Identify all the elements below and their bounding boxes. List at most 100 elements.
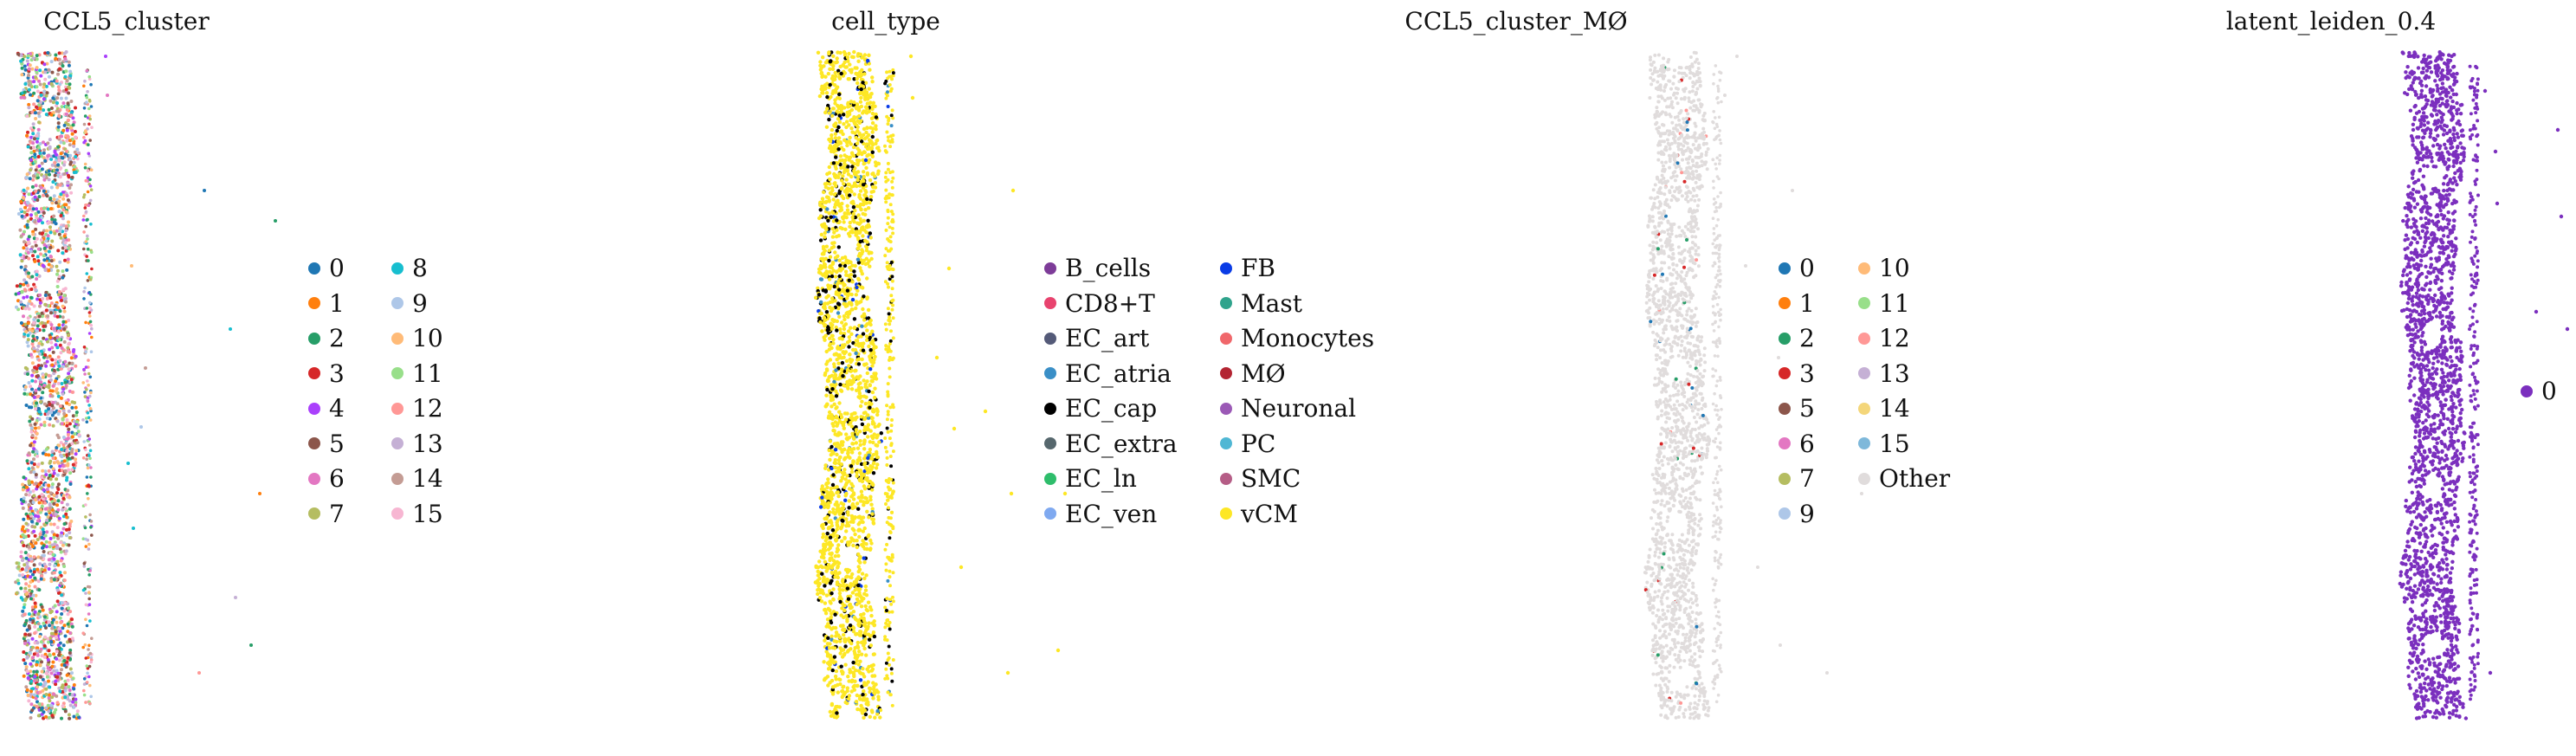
data-point: [53, 710, 56, 714]
data-point: [71, 123, 75, 127]
data-point: [69, 100, 74, 103]
data-point: [74, 413, 79, 417]
data-point: [837, 75, 842, 80]
data-point: [47, 483, 51, 488]
data-point: [813, 295, 818, 300]
data-point: [38, 635, 42, 638]
data-point: [61, 251, 65, 255]
data-point: [87, 74, 92, 79]
data-point: [61, 507, 65, 512]
data-point: [852, 672, 856, 676]
data-point: [68, 495, 72, 500]
data-point: [824, 593, 830, 598]
data-point: [47, 567, 51, 571]
data-point: [62, 578, 67, 583]
data-point: [830, 634, 834, 638]
data-point: [42, 488, 46, 492]
data-point: [55, 610, 59, 614]
data-point: [868, 264, 872, 268]
data-point: [87, 152, 91, 156]
data-point: [274, 219, 277, 223]
data-point: [39, 185, 43, 190]
data-point: [843, 138, 847, 142]
data-point: [85, 69, 89, 73]
data-point: [27, 467, 31, 471]
data-point: [21, 525, 25, 529]
data-point: [66, 488, 70, 493]
data-point: [85, 255, 88, 258]
data-point: [41, 527, 45, 532]
data-point: [42, 655, 47, 659]
data-point: [852, 326, 857, 330]
data-point: [25, 133, 29, 138]
data-point: [27, 235, 31, 239]
data-point: [66, 123, 70, 126]
data-point: [28, 588, 32, 592]
data-point: [21, 482, 25, 487]
data-point: [868, 447, 873, 452]
data-point: [62, 163, 67, 167]
data-point: [20, 540, 24, 545]
data-point: [866, 435, 870, 439]
data-point: [848, 135, 852, 140]
data-point: [835, 60, 839, 64]
data-point: [64, 169, 68, 172]
data-point: [856, 138, 861, 142]
data-point: [867, 87, 871, 91]
data-point: [49, 81, 54, 86]
data-point: [836, 85, 840, 89]
data-point: [875, 171, 881, 176]
data-point: [38, 107, 42, 111]
data-point: [826, 294, 830, 298]
data-point: [70, 442, 74, 446]
data-point: [51, 467, 55, 471]
data-point: [87, 384, 90, 387]
data-point: [851, 543, 855, 548]
data-point: [33, 285, 37, 289]
data-point: [48, 245, 53, 249]
data-point: [39, 400, 42, 404]
data-point: [72, 160, 76, 165]
data-point: [48, 699, 52, 703]
data-point: [61, 514, 66, 519]
data-point: [862, 72, 867, 76]
data-point: [859, 77, 864, 81]
data-point: [843, 302, 849, 307]
data-point: [67, 63, 71, 68]
data-point: [31, 254, 35, 258]
data-point: [42, 568, 47, 572]
data-point: [36, 297, 40, 301]
data-point: [839, 71, 843, 76]
data-point: [856, 357, 861, 362]
data-point: [88, 306, 92, 310]
data-point: [34, 475, 38, 479]
data-point: [832, 284, 836, 289]
data-point: [87, 542, 91, 546]
data-point: [48, 552, 52, 556]
data-point: [88, 300, 92, 305]
data-point: [868, 547, 873, 552]
data-point: [60, 298, 63, 302]
data-point: [848, 352, 852, 357]
data-point: [40, 706, 44, 710]
data-point: [827, 171, 832, 175]
data-point: [32, 494, 36, 498]
data-point: [65, 673, 69, 677]
data-point: [39, 481, 43, 485]
data-point: [64, 112, 68, 116]
data-point: [35, 662, 39, 667]
data-point: [25, 294, 29, 299]
data-point: [830, 520, 834, 525]
data-point: [62, 411, 67, 416]
data-point: [35, 148, 39, 152]
data-point: [841, 174, 845, 178]
data-point: [40, 314, 44, 319]
data-point: [32, 440, 36, 444]
data-point: [836, 565, 840, 570]
data-point: [839, 462, 843, 467]
data-point: [67, 60, 71, 64]
legend-marker: [308, 367, 320, 379]
data-point: [855, 458, 860, 462]
data-point: [844, 120, 849, 124]
data-point: [865, 197, 869, 201]
